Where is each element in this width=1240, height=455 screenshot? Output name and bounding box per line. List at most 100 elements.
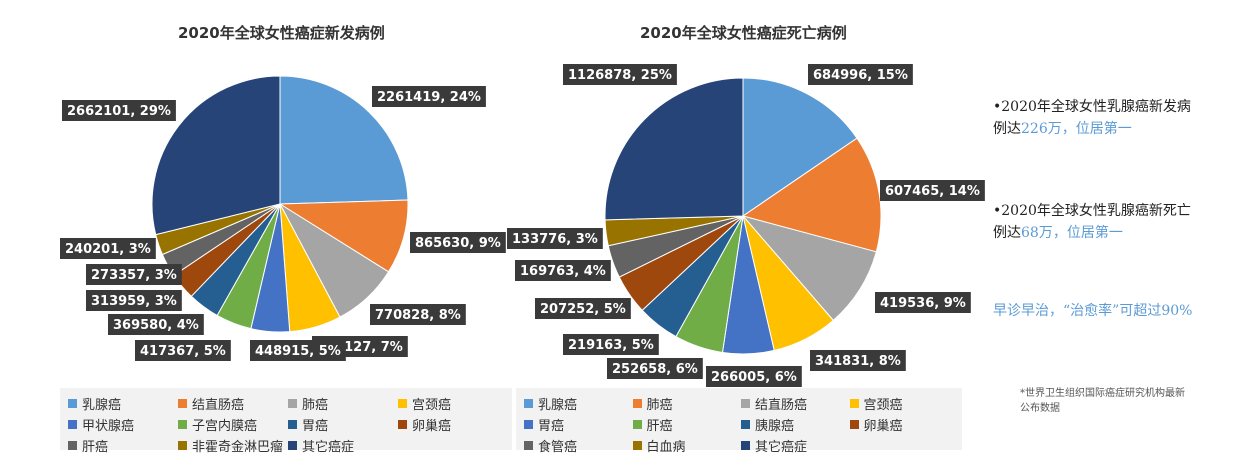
legend-item: 胃癌 [524,415,629,434]
legend-label: 结直肠癌 [755,398,808,413]
legend-label: 其它癌症 [755,440,808,455]
data-label-box [706,366,802,387]
pie-1-data-label-7: 313959, 3% [86,290,182,311]
legend-swatch [68,399,77,408]
note-incidence: •2020年全球女性乳腺癌新发病例达226万，位居第一 [993,96,1193,140]
data-label-text: 133776, 3% [512,232,598,247]
data-label-box [86,290,182,311]
pie-1-slice-1 [278,199,409,273]
data-label-text: 770828, 8% [375,308,461,323]
data-label-box [62,100,176,121]
pie-2-data-label-3: 341831, 8% [810,350,906,371]
pie-1-data-label-9: 240201, 3% [60,238,156,259]
legend-item: 乳腺癌 [68,394,174,413]
legend-swatch [849,399,859,408]
legend-item: 肺癌 [288,394,394,413]
pie-1-data-label-0: 2261419, 24% [372,86,486,107]
legend-swatch [524,399,533,408]
data-label-box [563,64,677,85]
data-label-box [370,304,466,325]
legend-item: 甲状腺癌 [68,415,174,434]
legend-swatch [178,399,187,408]
legend-swatch [288,399,297,408]
data-label-box [86,264,182,285]
pie-1-data-label-5: 417367, 5% [135,340,231,361]
legend-swatch [398,399,407,408]
legend-label: 肺癌 [302,398,329,413]
legend-swatch [632,420,642,429]
legend-item: 非霍奇金淋巴瘤 [178,436,284,455]
data-label-text: 684996, 15% [813,68,908,83]
legend-label: 乳腺癌 [538,398,578,413]
pie-2-data-label-1: 607465, 14% [880,180,985,201]
legend-item: 卵巢癌 [849,415,955,434]
legend-label: 胃癌 [302,419,329,434]
note-mortality-value: 68万 [1021,225,1053,241]
pie-2-data-label-9: 133776, 3% [507,228,603,249]
data-label-text: 341831, 8% [815,354,901,369]
pie-1-slice-0 [279,75,409,205]
pie-2-data-label-2: 419536, 9% [875,292,971,313]
legend-label: 非霍奇金淋巴瘤 [192,440,284,455]
pie-2-slice-10 [604,77,744,221]
pie-1-slice-10 [151,75,281,236]
legend-label: 结直肠癌 [192,398,245,413]
legend-swatch [741,399,750,408]
chart1-title: 2020年全球女性癌症新发病例 [178,24,385,42]
data-label-box [60,238,156,259]
legend-item: 胰腺癌 [741,415,846,434]
data-label-box [507,228,603,249]
data-label-box [108,314,204,335]
legend-swatch [398,420,407,429]
legend-swatch [741,420,750,429]
data-label-box [250,340,346,361]
legend-swatch [178,441,187,450]
legend-label: 白血病 [646,440,686,455]
legend-item: 结直肠癌 [178,394,284,413]
pie-2-slice-0 [742,77,858,217]
data-label-text: 1126878, 25% [568,68,672,83]
legend-swatch [741,441,750,450]
data-label-text: 448915, 5% [255,344,341,359]
data-label-box [563,334,659,355]
data-label-text: 219163, 5% [568,338,654,353]
legend-label: 卵巢癌 [863,419,903,434]
data-label-box [875,292,971,313]
note-mortality-prefix: •2020年全球女性乳腺癌新死亡例达 [993,203,1191,241]
note-cure-rate: 早诊早治，“治愈率”可超过90% [993,303,1193,319]
note-mortality: •2020年全球女性乳腺癌新死亡例达68万，位居第一 [993,200,1193,244]
chart2-legend: 乳腺癌 肺癌 结直肠癌 宫颈癌 胃癌 肝癌 胰腺癌 卵巢癌 食管癌 白血病 其它癌症 [516,388,962,455]
legend-swatch [524,441,533,450]
source-note: *世界卫生组织国际癌症研究机构最新公布数据 [1020,388,1185,414]
data-label-text: 240201, 3% [65,242,151,257]
legend-label: 肝癌 [646,419,673,434]
pie-2-data-label-5: 252658, 6% [607,358,703,379]
legend-label: 肺癌 [646,398,673,413]
data-label-box [372,86,486,107]
data-label-box [808,64,913,85]
pie-2-slice-1 [741,137,882,253]
legend-swatch [288,420,297,429]
legend-item: 其它癌症 [741,436,846,455]
note-incidence-suffix: ，位居第一 [1061,121,1132,137]
legend-label: 胃癌 [538,419,565,434]
data-label-box [515,260,611,281]
data-label-text: 207252, 5% [540,302,626,317]
data-label-text: 419536, 9% [880,296,966,311]
pie-1-data-label-10: 2662101, 29% [62,100,176,121]
legend-item: 其它癌症 [288,436,394,455]
legend-swatch [288,441,297,450]
legend-item: 宫颈癌 [398,394,504,413]
legend-item: 卵巢癌 [398,415,504,434]
legend-item: 肝癌 [632,415,738,434]
legend-swatch [178,420,187,429]
note-incidence-prefix: •2020年全球女性乳腺癌新发病例达 [993,99,1191,137]
pie-1-data-label-1: 865630, 9% [410,232,506,253]
pie-1-data-label-8: 273357, 3% [86,264,182,285]
data-label-box [135,340,231,361]
legend-item: 肺癌 [632,394,738,413]
pie-2-data-label-7: 207252, 5% [535,298,631,319]
pie-1-data-label-4: 448915, 5% [250,340,346,361]
data-label-text: 169763, 4% [520,264,606,279]
